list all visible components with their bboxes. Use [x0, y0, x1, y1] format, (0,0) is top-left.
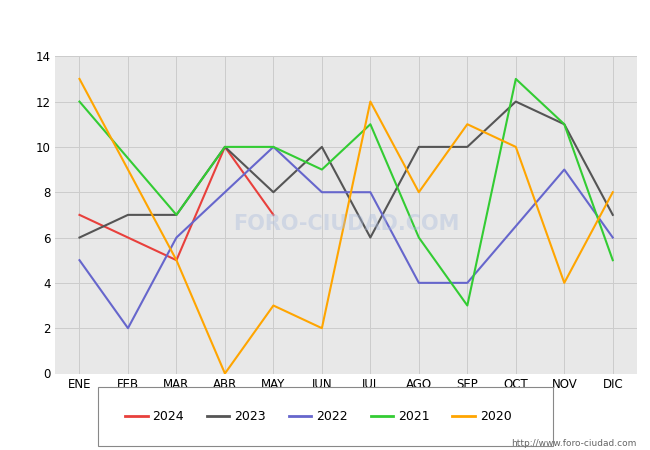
Text: 2022: 2022	[316, 410, 348, 423]
Text: 2020: 2020	[480, 410, 512, 423]
Text: http://www.foro-ciudad.com: http://www.foro-ciudad.com	[512, 439, 637, 448]
Text: 2023: 2023	[234, 410, 266, 423]
Text: FORO-CIUDAD.COM: FORO-CIUDAD.COM	[233, 214, 460, 234]
Text: Matriculaciones de Vehiculos en Los Gallardos: Matriculaciones de Vehiculos en Los Gall…	[133, 14, 517, 33]
Text: 2021: 2021	[398, 410, 430, 423]
Text: 2024: 2024	[152, 410, 184, 423]
FancyBboxPatch shape	[98, 387, 552, 446]
